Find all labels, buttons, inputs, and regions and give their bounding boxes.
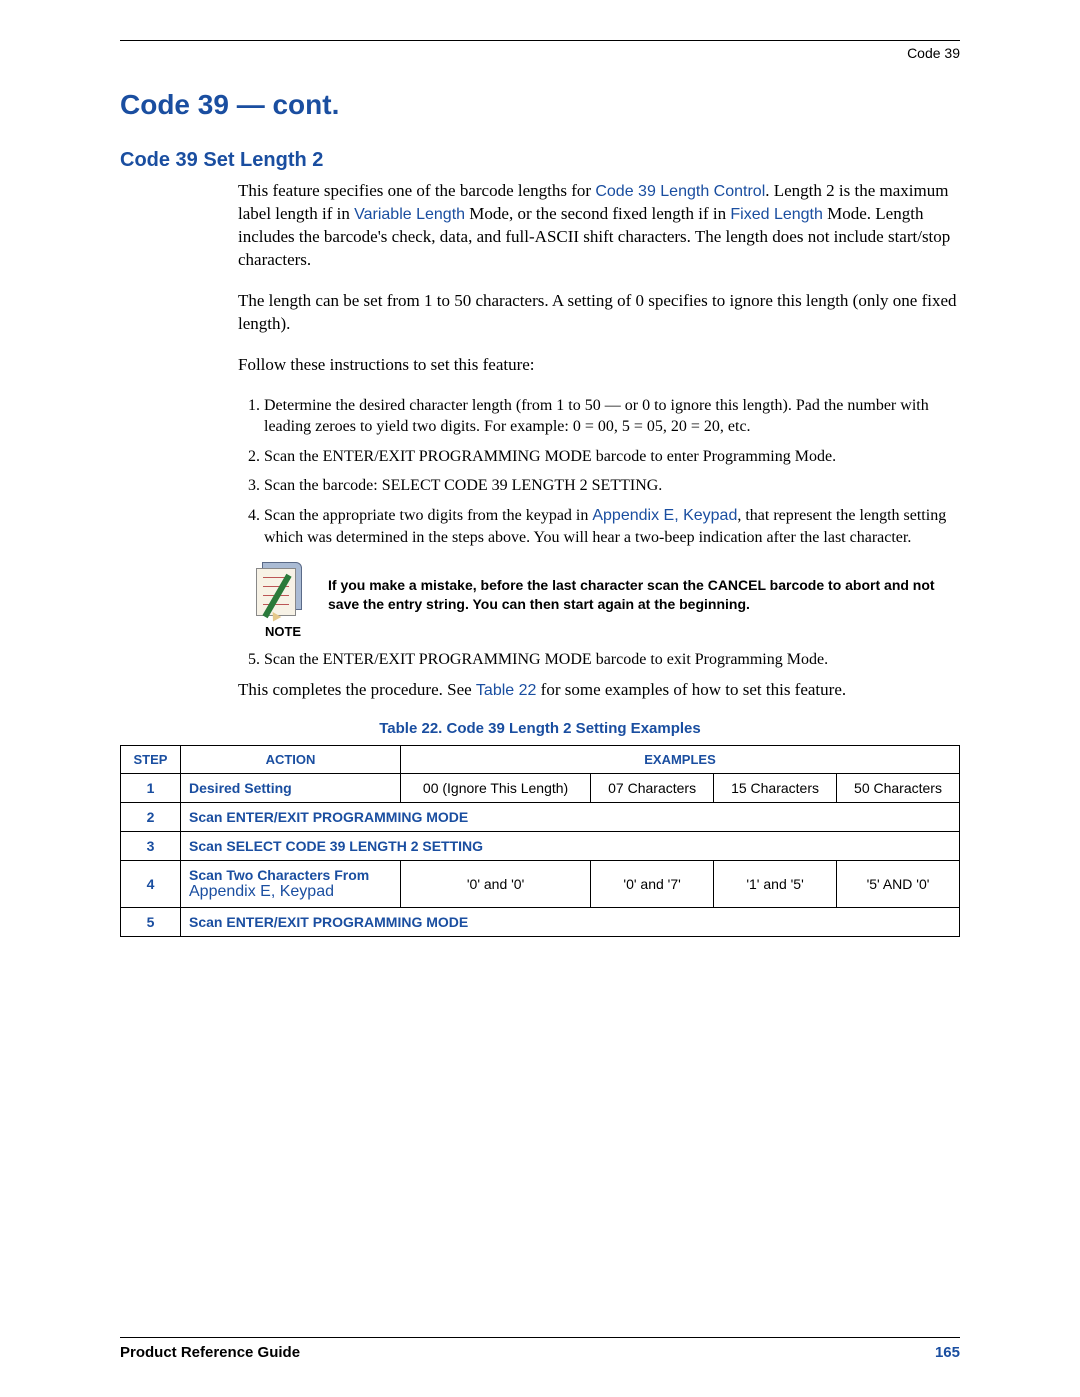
closing-paragraph: This completes the procedure. See Table … [238,679,960,702]
intro-paragraph-3: Follow these instructions to set this fe… [238,354,960,377]
th-step: STEP [121,745,181,773]
ordered-steps: Determine the desired character length (… [238,395,960,549]
step-4: Scan the appropriate two digits from the… [264,505,960,548]
link-code39-length-control[interactable]: Code 39 Length Control [595,183,765,200]
cell-step: 2 [121,802,181,831]
link-variable-length[interactable]: Variable Length [354,206,465,223]
cell-step: 3 [121,831,181,860]
step-3: Scan the barcode: SELECT CODE 39 LENGTH … [264,475,960,497]
note-label: NOTE [238,624,328,639]
examples-table: STEP ACTION EXAMPLES 1 Desired Setting 0… [120,745,960,937]
header-label: Code 39 [120,45,960,61]
footer-left: Product Reference Guide [120,1344,300,1361]
link-appendix-e-keypad-table[interactable]: Appendix E, Keypad [189,883,334,900]
cell-action: Scan SELECT CODE 39 LENGTH 2 SETTING [181,831,960,860]
step-2: Scan the ENTER/EXIT PROGRAMMING MODE bar… [264,446,960,468]
table-row: 4 Scan Two Characters From Appendix E, K… [121,860,960,907]
th-action: ACTION [181,745,401,773]
table-header-row: STEP ACTION EXAMPLES [121,745,960,773]
footer-page-number: 165 [935,1344,960,1361]
closing-a: This completes the procedure. See [238,680,476,699]
page-footer: Product Reference Guide 165 [120,1337,960,1361]
cell-step: 1 [121,773,181,802]
cell-ex: 15 Characters [714,773,837,802]
section-subtitle: Code 39 Set Length 2 [120,149,960,172]
link-fixed-length[interactable]: Fixed Length [730,206,823,223]
cell-action: Scan ENTER/EXIT PROGRAMMING MODE [181,802,960,831]
table-row: 2 Scan ENTER/EXIT PROGRAMMING MODE [121,802,960,831]
cell-step: 4 [121,860,181,907]
cell-ex: 00 (Ignore This Length) [401,773,591,802]
cell-ex: 50 Characters [837,773,960,802]
closing-b: for some examples of how to set this fea… [536,680,846,699]
step4-a: Scan the appropriate two digits from the… [264,507,592,524]
table-row: 5 Scan ENTER/EXIT PROGRAMMING MODE [121,907,960,936]
note-left: NOTE [238,562,328,639]
cell-ex: 07 Characters [591,773,714,802]
top-rule [120,40,960,41]
p1-text-c: Mode, or the second fixed length if in [465,204,730,223]
table-caption: Table 22. Code 39 Length 2 Setting Examp… [120,720,960,737]
cell-ex: '0' and '0' [401,860,591,907]
step-5: Scan the ENTER/EXIT PROGRAMMING MODE bar… [264,649,960,671]
note-icon [256,562,310,620]
page: Code 39 Code 39 — cont. Code 39 Set Leng… [0,0,1080,1397]
cell-ex: '5' AND '0' [837,860,960,907]
p1-text-a: This feature specifies one of the barcod… [238,181,595,200]
note-block: NOTE If you make a mistake, before the l… [238,562,960,639]
cell-action: Scan ENTER/EXIT PROGRAMMING MODE [181,907,960,936]
intro-paragraph-1: This feature specifies one of the barcod… [238,180,960,272]
cell-ex: '0' and '7' [591,860,714,907]
intro-paragraph-2: The length can be set from 1 to 50 chara… [238,290,960,336]
step-1: Determine the desired character length (… [264,395,960,438]
page-title: Code 39 — cont. [120,89,960,121]
cell-action: Desired Setting [181,773,401,802]
th-examples: EXAMPLES [401,745,960,773]
ordered-steps-cont: Scan the ENTER/EXIT PROGRAMMING MODE bar… [238,649,960,671]
note-text: If you make a mistake, before the last c… [328,562,960,614]
table-row: 3 Scan SELECT CODE 39 LENGTH 2 SETTING [121,831,960,860]
table-row: 1 Desired Setting 00 (Ignore This Length… [121,773,960,802]
cell-step: 5 [121,907,181,936]
cell-ex: '1' and '5' [714,860,837,907]
link-appendix-e-keypad[interactable]: Appendix E, Keypad [592,507,737,524]
cell-action: Scan Two Characters From Appendix E, Key… [181,860,401,907]
steps-container: Determine the desired character length (… [238,395,960,671]
link-table-22[interactable]: Table 22 [476,682,537,699]
r4-action-a: Scan Two Characters From [189,867,369,883]
